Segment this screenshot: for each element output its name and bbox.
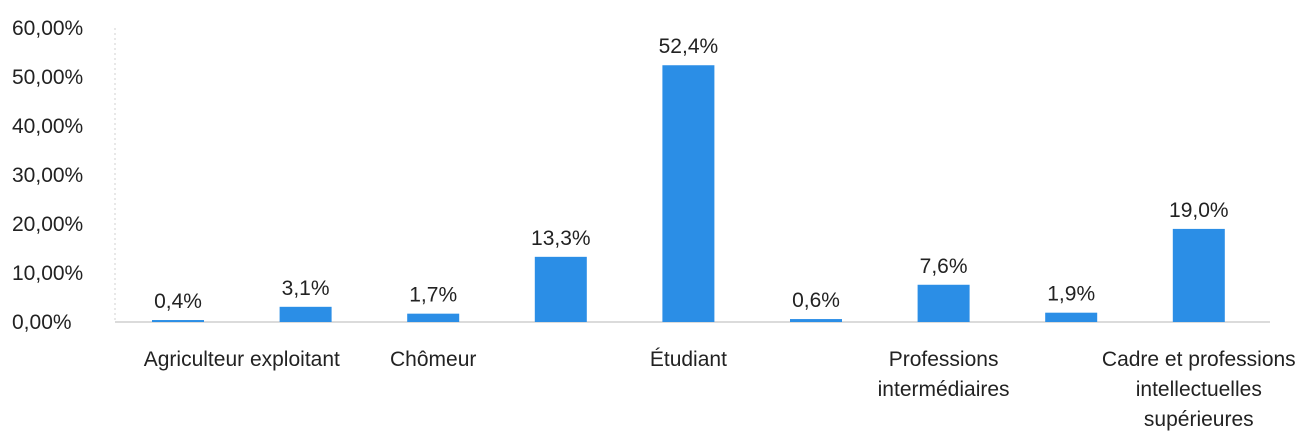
data-labels: 0,4% 3,1% 1,7% 13,3% 52,4% 0,6% 7,6% 1,9% 19,0% [154, 35, 1229, 313]
category-label: Professions intermédiaires [878, 348, 1010, 401]
category-label-line: intermédiaires [878, 378, 1010, 401]
bar [534, 256, 587, 322]
category-label-line: intellectuelles [1136, 378, 1262, 401]
category-label: Étudiant [650, 348, 727, 371]
category-label-line: Chômeur [390, 348, 476, 371]
bar [1172, 228, 1225, 322]
bar [407, 313, 460, 322]
category-label: Chômeur [390, 348, 476, 371]
bar [152, 320, 204, 322]
category-labels: Agriculteur exploitant Chômeur Étudiant Pro… [144, 348, 1296, 431]
data-label: 13,3% [531, 227, 591, 250]
data-label: 52,4% [659, 35, 719, 58]
category-label-line: supérieures [1144, 408, 1254, 431]
y-tick-label: 10,00% [12, 262, 83, 285]
bar [790, 319, 842, 322]
category-label-line: Cadre et professions [1102, 348, 1296, 371]
category-label: Cadre et professions intellectuelles supér… [1102, 348, 1296, 431]
bar [1045, 312, 1098, 322]
category-label: Agriculteur exploitant [144, 348, 340, 371]
y-tick-label: 40,00% [12, 115, 83, 138]
y-tick-label: 60,00% [12, 17, 83, 40]
category-label-line: Étudiant [650, 348, 727, 371]
category-label-line: Agriculteur exploitant [144, 348, 340, 371]
bar [279, 306, 332, 322]
bar [662, 65, 715, 323]
category-label-line: Professions [889, 348, 999, 371]
y-tick-label: 30,00% [12, 164, 83, 187]
data-label: 19,0% [1169, 199, 1229, 222]
bar [917, 284, 970, 322]
y-tick-label: 0,00% [12, 311, 72, 334]
y-tick-label: 50,00% [12, 66, 83, 89]
data-label: 1,9% [1047, 283, 1095, 306]
data-label: 0,6% [792, 289, 840, 312]
data-label: 1,7% [409, 284, 457, 307]
data-label: 3,1% [282, 277, 330, 300]
data-label: 7,6% [920, 255, 968, 278]
data-label: 0,4% [154, 290, 202, 313]
y-tick-label: 20,00% [12, 213, 83, 236]
bars [152, 65, 1225, 323]
